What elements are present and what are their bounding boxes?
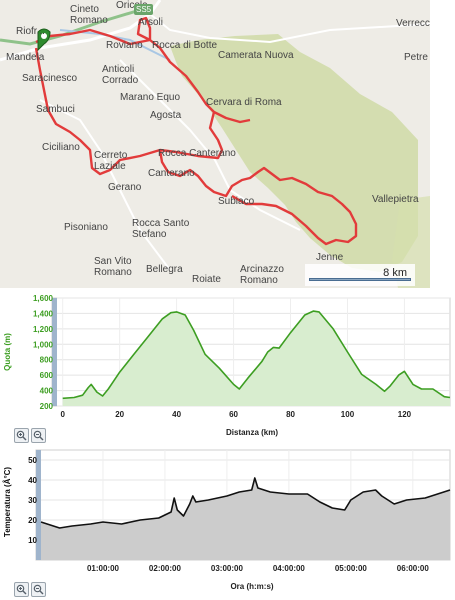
map-label-roviano: Roviano [106, 40, 143, 51]
map-label-riofreddo: Riofr... [16, 26, 45, 37]
map-label-camerata-nuova: Camerata Nuova [218, 50, 294, 61]
temperature-line [40, 477, 451, 529]
y-tick-label: 20 [28, 516, 37, 525]
x-tick-label: 100 [341, 410, 355, 419]
temperature-chart[interactable]: 10 20 30 40 50 01:00:00 02:00:00 03:00:00 04:00… [0, 444, 455, 574]
start-marker-icon[interactable] [37, 28, 51, 52]
zoom-out-icon [33, 584, 44, 595]
map-label-vallepietra: Vallepietra [372, 194, 419, 205]
map-label-rocca-di-botte: Rocca di Botte [152, 40, 218, 51]
map-label-subiaco: Subiaco [218, 196, 255, 207]
y-tick-label: 1,200 [33, 325, 54, 334]
y-tick-label: 800 [40, 356, 54, 365]
elevation-zoom-in-button[interactable] [14, 428, 29, 443]
map-label-cervara-di-roma: Cervara di Roma [206, 97, 282, 108]
temperature-area [41, 478, 450, 560]
x-tick-label: 06:00:00 [397, 564, 430, 573]
elevation-ylabel: Quota (m) [3, 333, 12, 371]
map-label-saracinesco: Saracinesco [22, 73, 78, 84]
x-tick-label: 80 [286, 410, 295, 419]
map-label-verrecchie: Verrecc [396, 18, 430, 29]
x-tick-label: 60 [229, 410, 238, 419]
elevation-zoom-out-button[interactable] [31, 428, 46, 443]
map-label-roiate: Roiate [192, 274, 221, 285]
y-tick-label: 1,400 [33, 309, 54, 318]
scale-line [309, 278, 411, 281]
elevation-zoom-controls [14, 428, 46, 443]
map-label-gerano: Gerano [108, 182, 142, 193]
map-label-arsoli: Arsoli [138, 17, 164, 28]
zoom-in-icon [16, 584, 27, 595]
zoom-out-icon [33, 430, 44, 441]
route-line [34, 16, 358, 246]
map-label-anticoli-corrado: Anticoli Corrado [102, 64, 139, 86]
elevation-xlabel-text: Distanza (km) [225, 428, 279, 437]
map-label-san-vito-romano: San Vito Romano [94, 256, 132, 278]
map-label-rocca-santo-stefano: Rocca Santo Stefano [132, 218, 190, 240]
map-label-petrella: Petre [404, 52, 428, 63]
map-label-cineto-romano: Cineto Romano [70, 4, 108, 26]
map-scale-bar: 8 km [305, 264, 415, 286]
x-tick-label: 40 [172, 410, 181, 419]
y-tick-label: 50 [28, 456, 37, 465]
zoom-in-icon [16, 430, 27, 441]
road [149, 13, 430, 44]
map-label-agosta: Agosta [150, 110, 182, 121]
temperature-xlabel-text: Ora (h:m:s) [230, 582, 274, 591]
x-tick-label: 120 [398, 410, 412, 419]
x-tick-label: 20 [115, 410, 124, 419]
map-label-pisoniano: Pisoniano [64, 222, 108, 233]
x-tick-label: 01:00:00 [87, 564, 120, 573]
x-tick-label: 05:00:00 [335, 564, 368, 573]
x-tick-label: 03:00:00 [211, 564, 244, 573]
map-label-arcinazzo-romano: Arcinazzo Romano [240, 264, 284, 286]
map-label-ciciliano: Ciciliano [42, 142, 80, 153]
road [119, 59, 301, 231]
map-label-rocca-canterano: Rocca Canterano [158, 148, 236, 159]
elevation-chart[interactable]: 200 400 600 800 1,000 1,200 1,400 1,600 0 20 40 60… [0, 290, 455, 422]
y-tick-label: 10 [28, 536, 37, 545]
temperature-zoom-out-button[interactable] [31, 582, 46, 597]
elevation-area [62, 311, 450, 406]
x-tick-label: 04:00:00 [273, 564, 306, 573]
y-tick-label: 30 [28, 496, 37, 505]
national-park-area [170, 34, 418, 272]
map-label-jenne: Jenne [316, 252, 344, 263]
y-tick-label: 1,600 [33, 294, 54, 303]
temperature-scrollbar[interactable] [36, 450, 41, 560]
map-label-oricola: Oricola [116, 0, 148, 11]
temperature-ylabel: Temperatura (Â°C) [3, 467, 12, 538]
y-tick-label: 400 [40, 387, 54, 396]
temperature-zoom-in-button[interactable] [14, 582, 29, 597]
route-map[interactable]: Oricola Cineto Romano Arsoli SS5 Riofr..… [0, 0, 430, 288]
map-label-canterano: Canterano [148, 168, 195, 179]
y-tick-label: 200 [40, 402, 54, 411]
map-label-sambuci: Sambuci [36, 104, 75, 115]
scale-label: 8 km [383, 267, 407, 279]
elevation-line [62, 310, 451, 400]
map-label-ss5: SS5 [134, 4, 154, 15]
x-tick-label: 02:00:00 [149, 564, 182, 573]
temperature-xlabel-row: Ora (h:m:s) [0, 582, 455, 594]
x-tick-label: 0 [60, 410, 65, 419]
elevation-xlabel-row: Distanza (km) [0, 428, 455, 442]
map-canvas[interactable] [0, 0, 430, 288]
elevation-scrollbar[interactable] [52, 298, 57, 406]
y-tick-label: 40 [28, 476, 37, 485]
map-label-cerreto-laziale: Cerreto Laziale [94, 150, 128, 172]
temperature-zoom-controls [14, 582, 46, 597]
map-label-mandela: Mandela [6, 52, 45, 63]
y-tick-label: 600 [40, 371, 54, 380]
y-tick-label: 1,000 [33, 340, 54, 349]
map-label-marano-equo: Marano Equo [120, 92, 181, 103]
river [59, 29, 171, 61]
start-marker-dot [41, 33, 47, 39]
map-label-bellegra: Bellegra [146, 264, 183, 275]
